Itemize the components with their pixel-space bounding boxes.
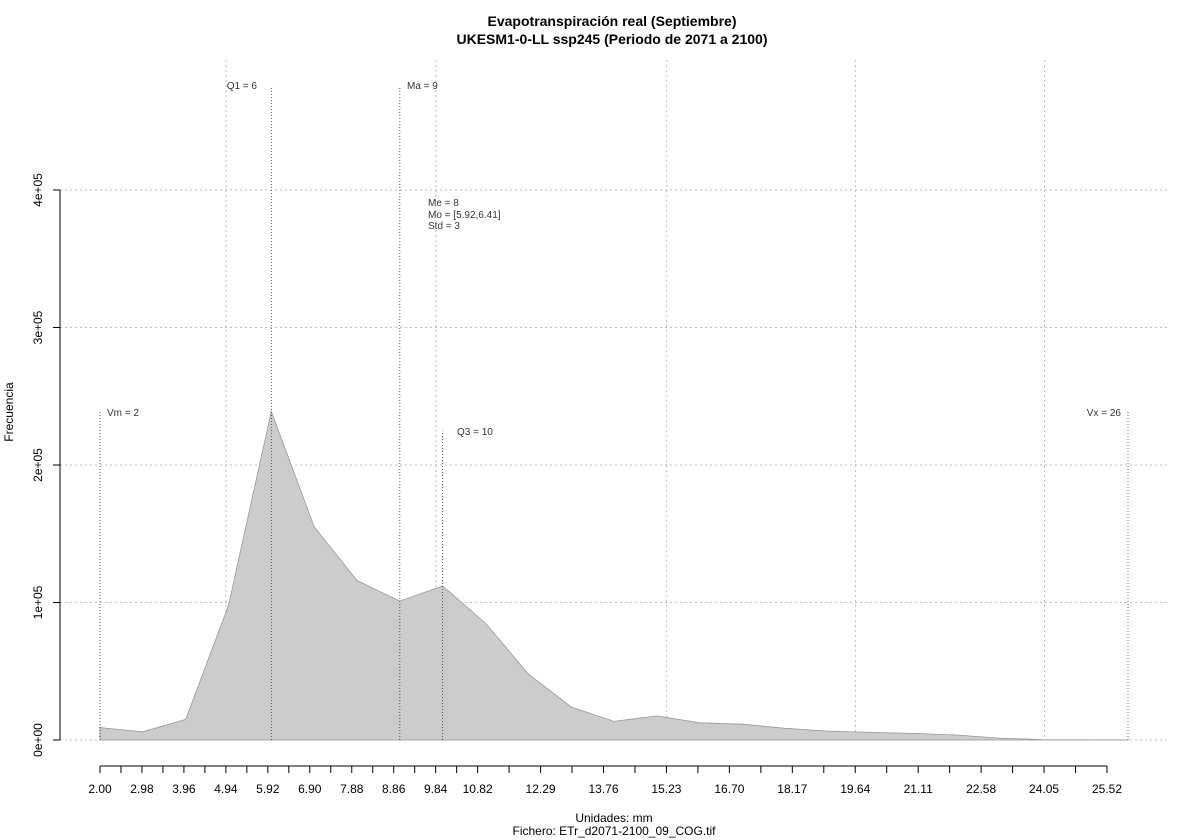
x-tick-label-16: 21.11 bbox=[904, 782, 933, 796]
caption: Fichero: ETr_d2071-2100_09_COG.tif bbox=[513, 824, 717, 838]
x-tick-label-6: 7.88 bbox=[340, 782, 364, 796]
x-tick-label-11: 13.76 bbox=[588, 782, 618, 796]
x-tick-label-15: 19.64 bbox=[840, 782, 870, 796]
y-tick-label-4: 4e+05 bbox=[31, 173, 45, 207]
y-tick-label-0: 0e+00 bbox=[31, 723, 45, 757]
label-ma: Ma = 9 bbox=[407, 81, 438, 92]
x-tick-label-7: 8.86 bbox=[382, 782, 406, 796]
label-q3: Q3 = 10 bbox=[457, 427, 493, 438]
y-tick-label-3: 3e+05 bbox=[31, 310, 45, 344]
x-tick-label-8: 9.84 bbox=[424, 782, 448, 796]
x-tick-label-4: 5.92 bbox=[256, 782, 280, 796]
x-tick-label-17: 22.58 bbox=[966, 782, 996, 796]
label-q1: Q1 = 6 bbox=[227, 81, 258, 92]
chart-title: Evapotranspiración real (Septiembre) bbox=[488, 13, 737, 29]
stat-median: Me = 8 bbox=[428, 198, 459, 209]
x-tick-label-1: 2.98 bbox=[130, 782, 154, 796]
x-tick-label-12: 15.23 bbox=[651, 782, 681, 796]
x-tick-label-14: 18.17 bbox=[777, 782, 807, 796]
x-tick-label-5: 6.90 bbox=[298, 782, 322, 796]
x-tick-label-2: 3.96 bbox=[172, 782, 196, 796]
x-axis-ticks: 2.00 2.98 3.96 4.94 5.92 6.90 7.88 8.86 9.84 10.8… bbox=[88, 766, 1122, 796]
stat-mode: Mo = [5.92,6.41] bbox=[428, 210, 501, 221]
y-axis-ticks: 0e+00 1e+05 2e+05 3e+05 4e+05 bbox=[31, 173, 60, 757]
y-tick-label-1: 1e+05 bbox=[31, 585, 45, 619]
x-tick-label-0: 2.00 bbox=[88, 782, 112, 796]
x-tick-label-18: 24.05 bbox=[1029, 782, 1059, 796]
x-tick-label-13: 16.70 bbox=[714, 782, 744, 796]
stat-std: Std = 3 bbox=[428, 221, 460, 232]
x-tick-label-9: 10.82 bbox=[463, 782, 493, 796]
area-series bbox=[99, 409, 1129, 741]
x-tick-label-10: 12.29 bbox=[526, 782, 556, 796]
chart-subtitle: UKESM1-0-LL ssp245 (Periodo de 2071 a 21… bbox=[457, 31, 768, 47]
x-tick-label-3: 4.94 bbox=[214, 782, 238, 796]
label-vx: Vx = 26 bbox=[1087, 408, 1122, 419]
y-tick-label-2: 2e+05 bbox=[31, 448, 45, 482]
y-axis-label: Frecuencia bbox=[2, 382, 16, 442]
annotation-lines bbox=[99, 86, 1129, 740]
label-vm: Vm = 2 bbox=[107, 408, 139, 419]
x-axis-label: Unidades: mm bbox=[575, 811, 652, 825]
x-tick-label-19: 25.52 bbox=[1092, 782, 1122, 796]
